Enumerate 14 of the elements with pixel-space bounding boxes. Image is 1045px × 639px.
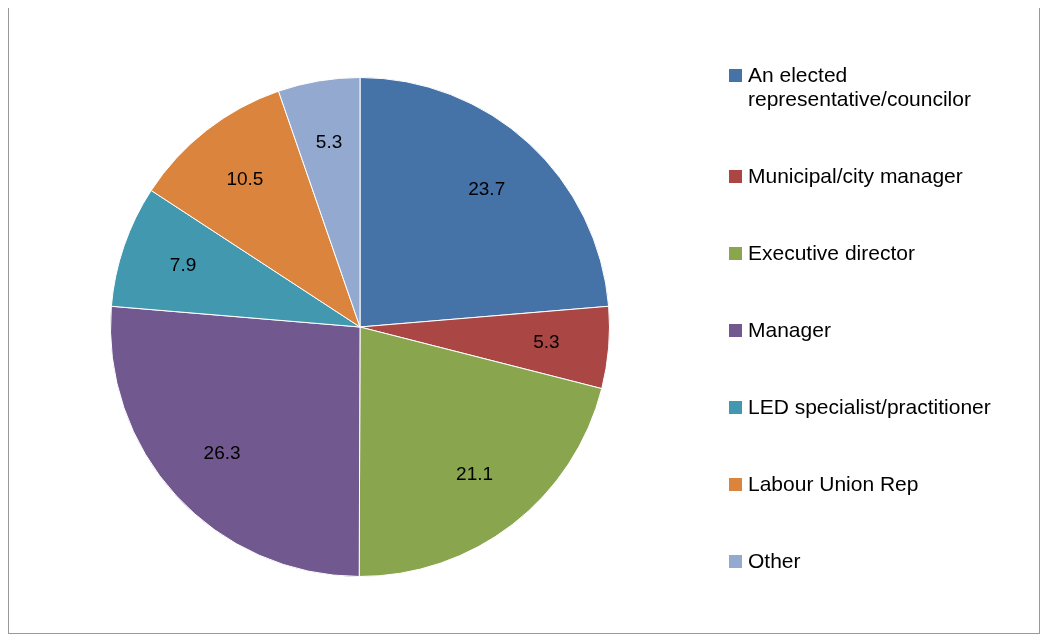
legend-label: Executive director — [748, 241, 915, 265]
legend-label: Other — [748, 549, 801, 573]
data-label: 23.7 — [468, 177, 506, 199]
data-label: 21.1 — [456, 463, 494, 485]
legend-label: Manager — [748, 318, 831, 342]
data-label: 7.9 — [169, 254, 197, 276]
legend-label: LED specialist/practitioner — [748, 395, 991, 419]
data-label: 10.5 — [226, 167, 264, 189]
data-label: 5.3 — [315, 130, 343, 152]
data-label: 26.3 — [203, 441, 241, 463]
data-label: 5.3 — [533, 330, 560, 352]
legend-label: Municipal/city manager — [748, 164, 963, 188]
legend-label: Labour Union Rep — [748, 472, 919, 496]
legend-label: An elected representative/councilor — [748, 63, 972, 111]
